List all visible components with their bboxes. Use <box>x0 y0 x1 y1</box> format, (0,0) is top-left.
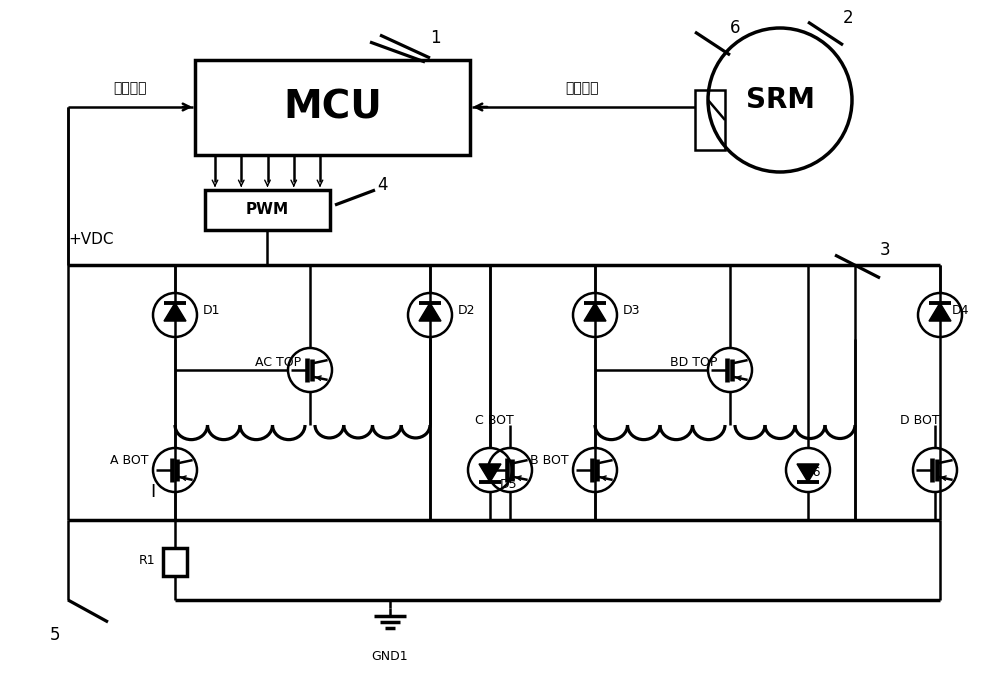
Bar <box>163 548 187 576</box>
Text: PWM: PWM <box>246 202 289 217</box>
Text: 1: 1 <box>430 29 440 47</box>
Text: +VDC: +VDC <box>68 232 114 247</box>
Bar <box>695 90 725 150</box>
Polygon shape <box>164 303 186 321</box>
Text: 6: 6 <box>730 19 740 37</box>
Text: 4: 4 <box>378 176 388 194</box>
Text: D1: D1 <box>203 303 220 316</box>
Text: D BOT: D BOT <box>900 414 940 427</box>
Text: MCU: MCU <box>283 88 382 126</box>
Text: 3: 3 <box>880 241 890 259</box>
Polygon shape <box>419 303 441 321</box>
Text: B BOT: B BOT <box>530 453 569 466</box>
Text: I: I <box>150 483 155 501</box>
Bar <box>205 190 330 230</box>
Text: D2: D2 <box>458 303 476 316</box>
Text: D4: D4 <box>952 303 970 316</box>
Polygon shape <box>479 464 501 482</box>
Text: A BOT: A BOT <box>110 453 148 466</box>
Text: R1: R1 <box>138 554 155 567</box>
Bar <box>195 60 470 155</box>
Text: 5: 5 <box>50 626 60 644</box>
Polygon shape <box>797 464 819 482</box>
Text: 电流信号: 电流信号 <box>113 81 147 95</box>
Text: BD TOP: BD TOP <box>670 355 717 368</box>
Text: AC TOP: AC TOP <box>255 355 301 368</box>
Text: D3: D3 <box>623 303 640 316</box>
Polygon shape <box>584 303 606 321</box>
Text: GND1: GND1 <box>372 650 408 663</box>
Text: C BOT: C BOT <box>475 414 514 427</box>
Text: D5: D5 <box>500 479 518 491</box>
Text: 位置信号: 位置信号 <box>565 81 599 95</box>
Text: D6: D6 <box>804 466 822 479</box>
Text: SRM: SRM <box>746 86 814 114</box>
Text: 2: 2 <box>843 9 853 27</box>
Polygon shape <box>929 303 951 321</box>
